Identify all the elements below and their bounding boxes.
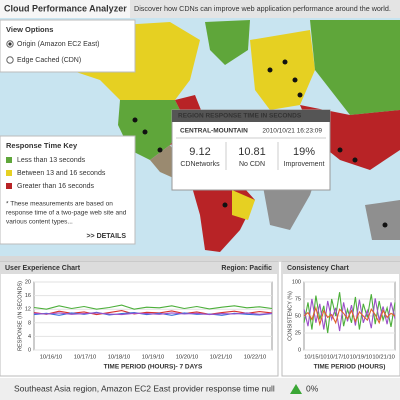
- stat-value: 10.81: [238, 146, 266, 158]
- y-tick-label: 12: [25, 307, 31, 313]
- popup-title: REGION RESPONSE TIME IN SECONDS: [178, 113, 302, 120]
- x-tick-label: 10/22/10: [244, 355, 267, 361]
- series-line: [33, 312, 273, 316]
- y-tick-label: 8: [28, 320, 31, 326]
- stat-label: Improvement: [284, 161, 325, 168]
- y-tick-label: 25: [295, 330, 301, 336]
- popup-region: CENTRAL-MOUNTAIN: [180, 128, 248, 135]
- separator: [0, 256, 400, 262]
- x-axis-label: TIME PERIOD (HOURS): [314, 364, 386, 371]
- x-tick-label: 10/19/10: [142, 355, 165, 361]
- stat-label: No CDN: [239, 161, 265, 168]
- key-box: [0, 135, 136, 245]
- australia: [365, 200, 400, 240]
- x-tick-label: 10/17/10: [327, 355, 350, 361]
- ux-chart-title: User Experience Chart: [5, 265, 81, 272]
- key-title: Response Time Key: [6, 141, 78, 150]
- x-tick-label: 10/21/10: [210, 355, 233, 361]
- series-line: [303, 305, 396, 327]
- popup-header: [172, 110, 330, 122]
- option-cdn[interactable]: Edge Cached (CDN): [17, 57, 81, 64]
- x-tick-label: 10/17/10: [74, 355, 97, 361]
- popup-box: [171, 109, 331, 191]
- y-tick-label: 16: [25, 293, 31, 299]
- x-tick-label: 10/18/10: [108, 355, 131, 361]
- x-tick-label: 10/19/10: [350, 355, 373, 361]
- y-axis-label: RESPONSE (IN SECONDS): [17, 281, 23, 351]
- y-tick-label: 4: [28, 334, 31, 340]
- key-label: Less than 13 seconds: [17, 157, 86, 164]
- ux-chart-region: Region: Pacific: [221, 265, 272, 272]
- europe: [250, 30, 315, 110]
- x-tick-label: 10/20/10: [176, 355, 199, 361]
- footer-change: 0%: [306, 383, 319, 393]
- stat-label: CDNetworks: [180, 161, 220, 168]
- stat-value: 19%: [293, 146, 315, 158]
- x-tick-label: 10/21/10: [372, 355, 395, 361]
- footer-bar: [0, 378, 400, 400]
- radio-cdn[interactable]: [6, 56, 14, 64]
- y-tick-label: 50: [295, 313, 301, 319]
- key-note: various content types...: [6, 219, 73, 226]
- key-label: Between 13 and 16 seconds: [17, 170, 106, 177]
- y-tick-label: 20: [25, 279, 31, 285]
- details-link[interactable]: >> DETAILS: [86, 233, 126, 240]
- greenland: [205, 20, 250, 65]
- brazil-east: [232, 190, 255, 220]
- key-panel: Response Time Key >> DETAILS: [0, 135, 136, 245]
- view-options-panel: [0, 19, 136, 73]
- y-tick-label: 0: [298, 347, 301, 353]
- up-arrow: [290, 384, 302, 394]
- view-options-title: View Options: [6, 25, 53, 34]
- stat-value: 9.12: [189, 146, 210, 158]
- series-line: [33, 304, 273, 310]
- header-title-box: [0, 0, 130, 18]
- key-label: Greater than 16 seconds: [17, 183, 95, 190]
- consistency-header: [282, 262, 400, 274]
- key-note: * These measurements are based on: [6, 201, 113, 208]
- y-tick-label: 100: [292, 279, 301, 285]
- app-title: Cloud Performance Analyzer: [4, 3, 127, 13]
- key-swatch: [6, 183, 12, 189]
- y-tick-label: 75: [295, 296, 301, 302]
- series-line: [303, 292, 396, 334]
- consistency-title: Consistency Chart: [287, 265, 350, 272]
- popup-time: 2010/10/21 16:23:09: [262, 128, 322, 135]
- ux-chart-header: [0, 262, 278, 274]
- radio-origin-dot: [8, 42, 12, 46]
- x-tick-label: 10/16/10: [40, 355, 63, 361]
- x-axis-label: TIME PERIOD (HOURS)- 7 DAYS: [104, 364, 203, 371]
- tagline: Discover how CDNs can improve web applic…: [134, 4, 391, 13]
- series-line: [303, 298, 396, 332]
- region-popup: REGION RESPONSE TIME IN SECONDS CENTRAL-…: [171, 109, 331, 191]
- key-note: response time of a two-page web site and: [6, 210, 127, 217]
- x-tick-label: 10/15/10: [304, 355, 327, 361]
- key-swatch: [6, 170, 12, 176]
- key-swatch: [6, 157, 12, 163]
- y-tick-label: 0: [28, 347, 31, 353]
- asia-north: [310, 20, 400, 115]
- plot-area: [33, 281, 273, 351]
- footer-message: Southeast Asia region, Amazon EC2 East p…: [14, 383, 275, 393]
- option-origin[interactable]: Origin (Amazon EC2 East): [17, 41, 99, 48]
- y-axis-label: CONSISTENCY (%): [287, 291, 293, 341]
